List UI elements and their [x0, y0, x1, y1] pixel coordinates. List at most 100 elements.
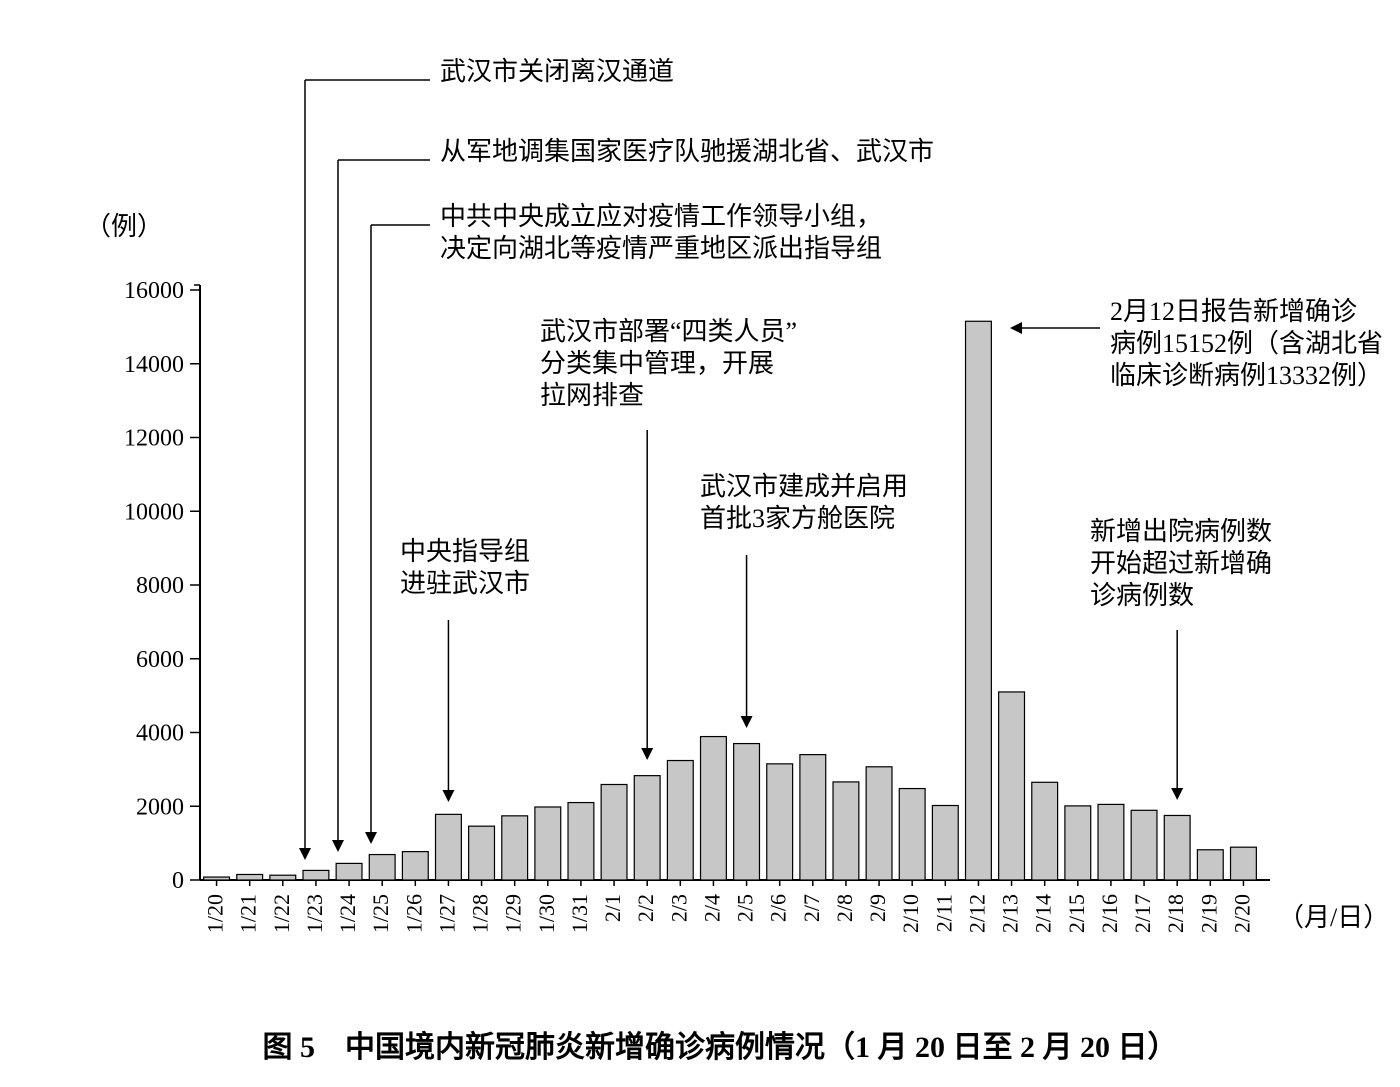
bar [966, 321, 992, 880]
bar [469, 826, 495, 880]
y-tick-label: 2000 [136, 794, 184, 820]
svg-text:开始超过新增确: 开始超过新增确 [1090, 549, 1272, 578]
x-axis-unit: （月/日） [1278, 903, 1389, 932]
bar [402, 852, 428, 880]
svg-text:武汉市建成并启用: 武汉市建成并启用 [700, 472, 908, 501]
x-tick-label: 2/17 [1130, 894, 1155, 933]
figure-caption: 图 5 中国境内新冠肺炎新增确诊病例情况（1 月 20 日至 2 月 20 日） [263, 1030, 1178, 1064]
x-tick-label: 2/19 [1196, 894, 1221, 933]
annotation-text: 从军地调集国家医疗队驰援湖北省、武汉市 [440, 137, 934, 166]
x-tick-label: 2/10 [898, 894, 923, 933]
svg-text:武汉市关闭离汉通道: 武汉市关闭离汉通道 [440, 57, 674, 86]
bar [767, 764, 793, 880]
bar [667, 761, 693, 880]
bar [734, 744, 760, 880]
y-tick-label: 6000 [136, 647, 184, 673]
x-tick-label: 2/1 [600, 894, 625, 922]
x-tick-label: 1/31 [567, 894, 592, 933]
svg-text:新增出院病例数: 新增出院病例数 [1090, 517, 1272, 546]
y-tick-label: 0 [172, 868, 184, 894]
bar [303, 870, 329, 880]
y-tick-label: 16000 [124, 278, 184, 304]
x-tick-label: 1/21 [236, 894, 261, 933]
svg-text:首批3家方舱医院: 首批3家方舱医院 [700, 504, 895, 533]
bar [899, 789, 925, 880]
annotation-text: 武汉市部署“四类人员” 分类集中管理，开展拉网排查 [540, 317, 797, 410]
bar [1197, 850, 1223, 880]
x-tick-label: 2/4 [699, 894, 724, 922]
x-tick-label: 2/15 [1064, 894, 1089, 933]
y-tick-label: 10000 [124, 499, 184, 525]
annotation-text: 2月12日报告新增确诊病例15152例（含湖北省临床诊断病例13332例） [1110, 297, 1383, 390]
bar [999, 692, 1025, 880]
x-tick-label: 2/6 [766, 894, 791, 922]
x-tick-label: 2/2 [633, 894, 658, 922]
x-tick-label: 2/5 [733, 894, 758, 922]
x-tick-label: 1/28 [468, 894, 493, 933]
bar [701, 737, 727, 880]
bar [237, 874, 263, 880]
annotation-text: 武汉市建成并启用首批3家方舱医院 [700, 472, 908, 533]
x-tick-label: 2/20 [1229, 894, 1254, 933]
x-tick-label: 2/16 [1097, 894, 1122, 933]
chart-container: 0 2000 4000 6000 8000 10000 12000 14000 16000 （例）… [0, 0, 1400, 1087]
svg-text:中共中央成立应对疫情工作领导小组，: 中共中央成立应对疫情工作领导小组， [440, 202, 882, 231]
svg-text:2月12日报告新增确诊: 2月12日报告新增确诊 [1110, 297, 1357, 326]
bar [270, 875, 296, 880]
y-tick-label: 4000 [136, 721, 184, 747]
bar-chart-svg: 0 2000 4000 6000 8000 10000 12000 14000 16000 （例）… [0, 0, 1400, 1087]
x-tick-label: 1/22 [269, 894, 294, 933]
bar [502, 816, 528, 880]
bar [800, 755, 826, 880]
bar [535, 807, 561, 880]
annotation-text: 武汉市关闭离汉通道 [440, 57, 674, 86]
bar [833, 782, 859, 880]
x-tick-label: 2/18 [1163, 894, 1188, 933]
bar [204, 877, 230, 880]
bar [1131, 810, 1157, 880]
svg-text:病例15152例（含湖北省: 病例15152例（含湖北省 [1110, 329, 1383, 358]
y-tick-label: 14000 [124, 352, 184, 378]
y-tick-label: 8000 [136, 573, 184, 599]
x-tick-label: 1/23 [302, 894, 327, 933]
x-tick-label: 2/9 [865, 894, 890, 922]
bar [369, 855, 395, 880]
bar [601, 784, 627, 880]
svg-text:武汉市部署“四类人员”: 武汉市部署“四类人员” [540, 317, 797, 346]
bar [634, 776, 660, 880]
svg-text:进驻武汉市: 进驻武汉市 [400, 569, 530, 598]
bar [436, 814, 462, 880]
x-tick-label: 2/8 [832, 894, 857, 922]
x-tick-label: 1/27 [434, 894, 459, 933]
x-tick-label: 1/24 [335, 894, 360, 933]
x-tick-label: 1/30 [534, 894, 559, 933]
x-tick-label: 1/20 [203, 894, 228, 933]
bar [568, 803, 594, 880]
y-axis-unit: （例） [85, 212, 163, 241]
svg-text:分类集中管理，开展: 分类集中管理，开展 [540, 349, 774, 378]
annotation-text: 新增出院病例数开始超过新增确诊病例数 [1090, 517, 1272, 610]
bar [1065, 806, 1091, 880]
annotation-text: 中央指导组进驻武汉市 [400, 537, 530, 598]
x-tick-label: 2/7 [799, 894, 824, 922]
bar [1164, 815, 1190, 880]
x-tick-label: 1/26 [401, 894, 426, 933]
bar [1231, 847, 1257, 880]
bar [932, 806, 958, 880]
x-tick-label: 2/12 [964, 894, 989, 933]
svg-text:诊病例数: 诊病例数 [1090, 581, 1194, 610]
bar [866, 767, 892, 880]
annotation-text: 中共中央成立应对疫情工作领导小组， 决定向湖北等疫情严重地区派出指导组 [440, 202, 882, 263]
x-tick-label: 2/3 [666, 894, 691, 922]
svg-text:拉网排查: 拉网排查 [540, 381, 644, 410]
svg-text:从军地调集国家医疗队驰援湖北省、武汉市: 从军地调集国家医疗队驰援湖北省、武汉市 [440, 137, 934, 166]
y-tick-label: 12000 [124, 426, 184, 452]
svg-text:决定向湖北等疫情严重地区派出指导组: 决定向湖北等疫情严重地区派出指导组 [440, 234, 882, 263]
svg-text:中央指导组: 中央指导组 [400, 537, 530, 566]
x-tick-label: 1/29 [501, 894, 526, 933]
x-tick-label: 2/14 [1031, 894, 1056, 933]
bar [1032, 782, 1058, 880]
svg-text:临床诊断病例13332例）: 临床诊断病例13332例） [1110, 361, 1383, 390]
x-tick-label: 2/11 [931, 894, 956, 932]
bar [336, 863, 362, 880]
